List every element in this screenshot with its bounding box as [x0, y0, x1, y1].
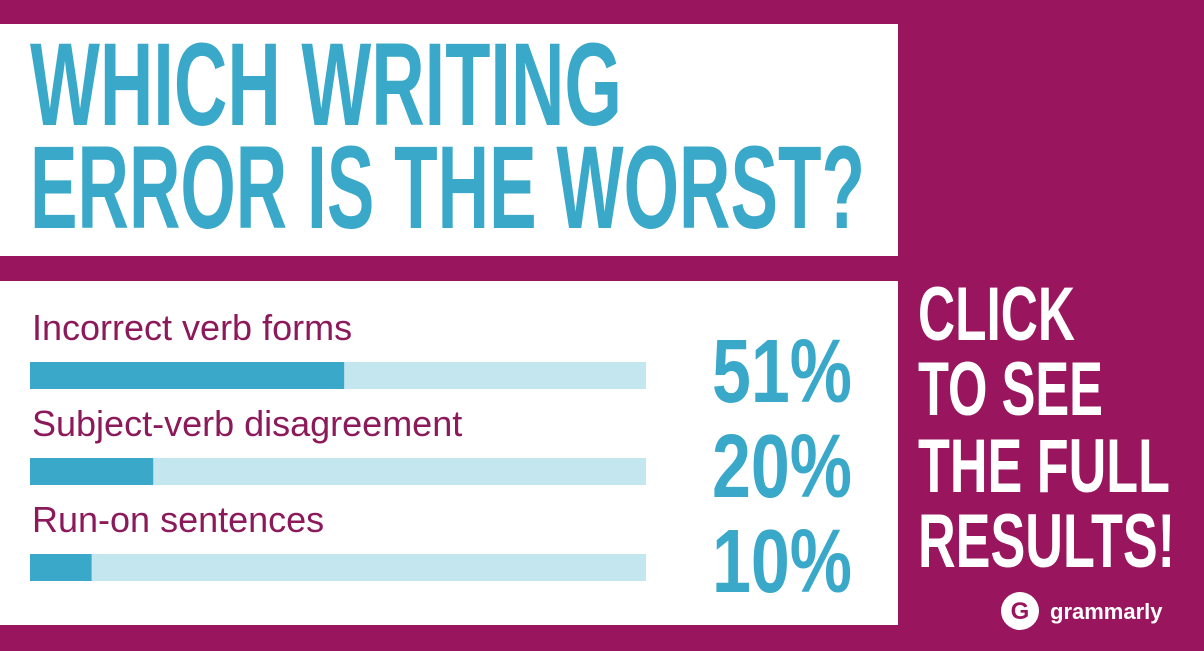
title-panel	[0, 24, 898, 256]
call-to-action[interactable]: CLICK	[918, 272, 1075, 357]
call-to-action[interactable]: TO SEE	[918, 347, 1103, 432]
value-label: 51%	[712, 322, 852, 422]
logo-icon	[1001, 592, 1039, 630]
value-label: 10%	[712, 512, 852, 612]
category-label: Run-on sentences	[32, 499, 324, 540]
chart-title: WHICH WRITING	[30, 19, 622, 151]
call-to-action[interactable]: RESULTS!	[918, 499, 1175, 584]
bar	[30, 458, 154, 485]
logo[interactable]: G grammarly	[1001, 592, 1163, 630]
logo-text: grammarly	[1050, 599, 1163, 624]
bar	[30, 554, 92, 581]
bar	[30, 362, 345, 389]
bar-track	[30, 554, 646, 581]
category-label: Subject-verb disagreement	[32, 403, 462, 444]
call-to-action[interactable]: THE FULL	[918, 424, 1170, 509]
logo-icon-letter: G	[1011, 598, 1030, 625]
value-label: 20%	[712, 417, 852, 517]
category-label: Incorrect verb forms	[32, 307, 352, 348]
chart-title: ERROR IS THE WORST?	[30, 122, 865, 254]
